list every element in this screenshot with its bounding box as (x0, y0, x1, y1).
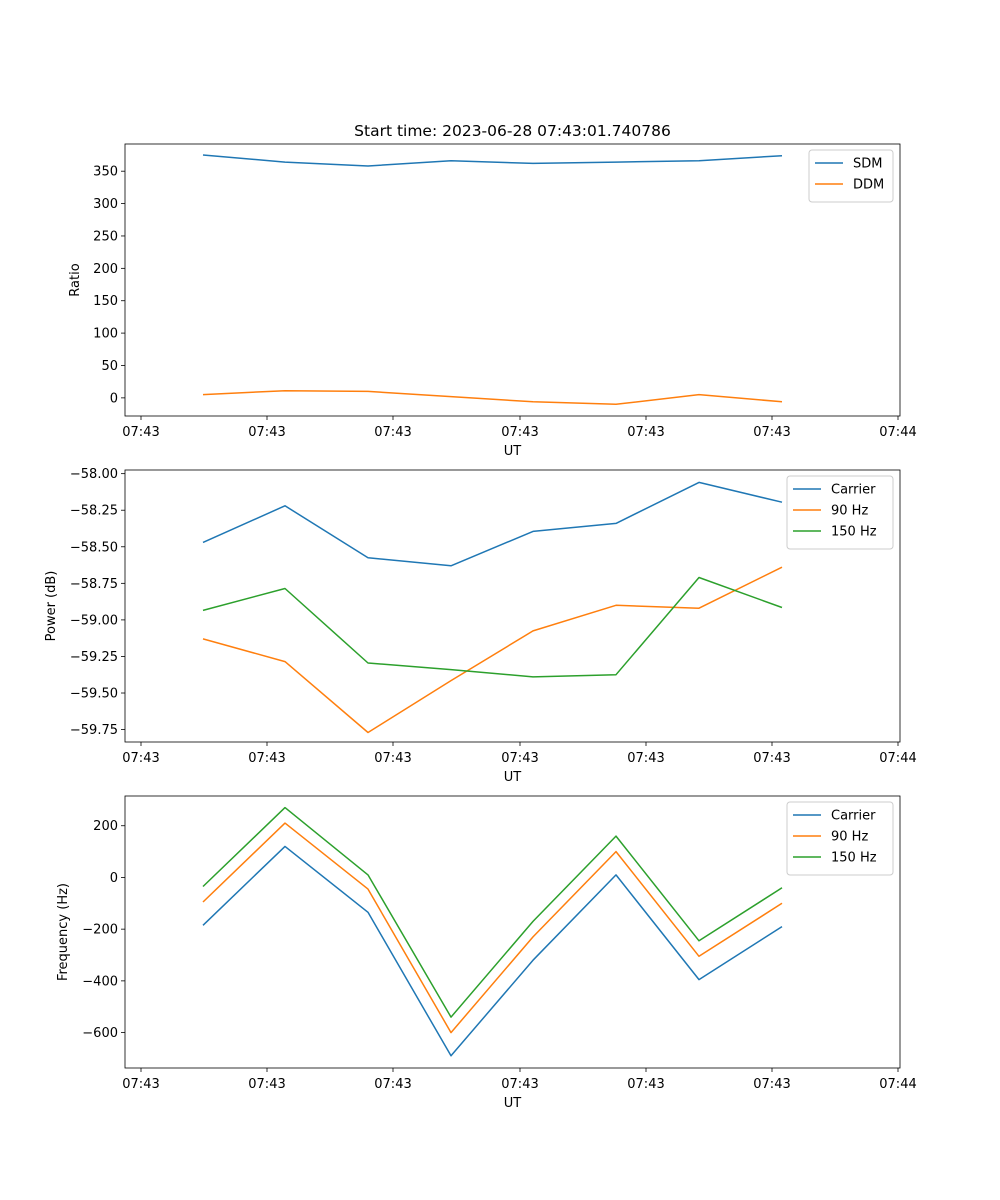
y-tick-label: −200 (82, 923, 118, 938)
series-line-ddm (202, 389, 783, 406)
x-tick-label: 07:43 (374, 1077, 411, 1092)
legend-label: Carrier (831, 809, 876, 824)
y-tick-label: 50 (101, 359, 118, 374)
y-tick-label: 200 (93, 819, 118, 834)
chart-title: Start time: 2023-06-28 07:43:01.740786 (354, 122, 671, 140)
series-line-sdm (202, 154, 783, 167)
chart-panel-3: 07:43 07:43 07:43 07:43 07:43 07:43 07:44 −600 −… (56, 795, 917, 1111)
series-line-90-hz (202, 566, 783, 734)
y-tick-label: 0 (110, 871, 118, 886)
x-tick-label: 07:44 (879, 751, 916, 766)
series-line-carrier (202, 845, 783, 1057)
legend-label: 150 Hz (831, 525, 877, 540)
axes-frame (124, 795, 901, 1069)
y-tick-label: −58.25 (70, 504, 118, 519)
series-line-150-hz (202, 806, 783, 1018)
legend-label: DDM (853, 178, 884, 193)
x-tick-label: 07:43 (627, 1077, 664, 1092)
y-tick-label: −59.00 (70, 613, 118, 628)
x-tick-label: 07:43 (122, 425, 159, 440)
x-tick-label: 07:43 (248, 425, 285, 440)
x-tick-label: 07:43 (374, 751, 411, 766)
x-axis-label: UT (504, 770, 522, 785)
y-tick-label: −59.75 (70, 723, 118, 738)
y-tick-label: −59.50 (70, 687, 118, 702)
chart-panel-2: 07:43 07:43 07:43 07:43 07:43 07:43 07:44 −58.0… (44, 467, 917, 785)
y-tick-label: −600 (82, 1026, 118, 1041)
x-tick-label: 07:43 (753, 1077, 790, 1092)
x-tick-label: 07:43 (753, 751, 790, 766)
x-tick-label: 07:43 (122, 751, 159, 766)
y-tick-label: 350 (93, 165, 118, 180)
y-tick-label: 250 (93, 229, 118, 244)
y-tick-label: −400 (82, 974, 118, 989)
x-tick-label: 07:43 (501, 751, 538, 766)
axes-frame (124, 469, 901, 743)
legend-label: Carrier (831, 483, 876, 498)
y-axis-label: Frequency (Hz) (56, 883, 71, 981)
x-tick-label: 07:43 (753, 425, 790, 440)
x-tick-label: 07:43 (501, 425, 538, 440)
x-tick-label: 07:44 (879, 1077, 916, 1092)
y-tick-label: −59.25 (70, 650, 118, 665)
chart-panel-1: 07:43 07:43 07:43 07:43 07:43 07:43 07:44 0 50 10… (68, 122, 917, 459)
y-tick-label: 150 (93, 294, 118, 309)
x-tick-label: 07:43 (501, 1077, 538, 1092)
y-tick-label: −58.00 (70, 467, 118, 482)
y-axis-label: Power (dB) (44, 571, 59, 642)
x-tick-label: 07:43 (374, 425, 411, 440)
y-tick-label: −58.50 (70, 540, 118, 555)
x-axis-label: UT (504, 444, 522, 459)
x-tick-label: 07:43 (248, 1077, 285, 1092)
y-tick-label: 200 (93, 262, 118, 277)
x-axis-label: UT (504, 1096, 522, 1111)
axes-frame (124, 143, 901, 417)
legend-label: 90 Hz (831, 504, 868, 519)
series-line-carrier (202, 481, 783, 567)
x-tick-label: 07:43 (627, 425, 664, 440)
y-tick-label: 0 (110, 391, 118, 406)
legend-label: 150 Hz (831, 851, 877, 866)
legend-label: SDM (853, 157, 882, 172)
x-tick-label: 07:43 (122, 1077, 159, 1092)
legend-label: 90 Hz (831, 830, 868, 845)
x-tick-label: 07:43 (248, 751, 285, 766)
x-tick-label: 07:44 (879, 425, 916, 440)
y-tick-label: −58.75 (70, 577, 118, 592)
y-tick-label: 100 (93, 327, 118, 342)
series-line-90-hz (202, 822, 783, 1034)
y-tick-label: 300 (93, 197, 118, 212)
x-tick-label: 07:43 (627, 751, 664, 766)
series-line-150-hz (202, 576, 783, 678)
y-axis-label: Ratio (68, 263, 83, 296)
